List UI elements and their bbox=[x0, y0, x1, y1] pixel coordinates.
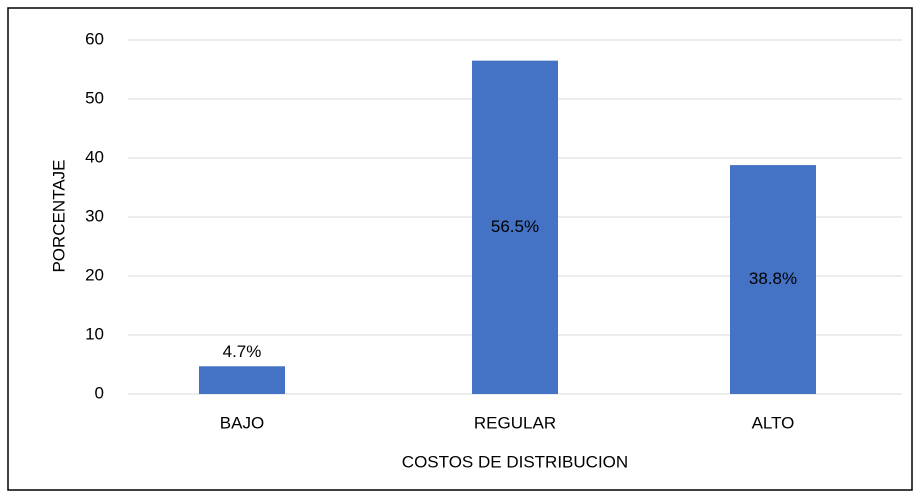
data-label: 4.7% bbox=[223, 342, 262, 361]
y-tick-label: 40 bbox=[85, 147, 104, 166]
data-label: 56.5% bbox=[491, 217, 539, 236]
y-tick-label: 30 bbox=[85, 206, 104, 225]
x-tick-label: REGULAR bbox=[474, 413, 556, 432]
y-tick-label: 20 bbox=[85, 265, 104, 284]
bar bbox=[730, 165, 816, 394]
y-tick-label: 50 bbox=[85, 88, 104, 107]
y-axis-title: PORCENTAJE bbox=[49, 159, 68, 272]
data-label: 38.8% bbox=[749, 269, 797, 288]
y-tick-label: 0 bbox=[95, 383, 104, 402]
y-tick-label: 60 bbox=[85, 29, 104, 48]
y-tick-label: 10 bbox=[85, 324, 104, 343]
bar bbox=[199, 366, 285, 394]
x-tick-label: ALTO bbox=[752, 413, 795, 432]
x-tick-label: BAJO bbox=[220, 413, 264, 432]
bar bbox=[472, 60, 558, 395]
x-axis-title: COSTOS DE DISTRIBUCION bbox=[402, 452, 628, 471]
